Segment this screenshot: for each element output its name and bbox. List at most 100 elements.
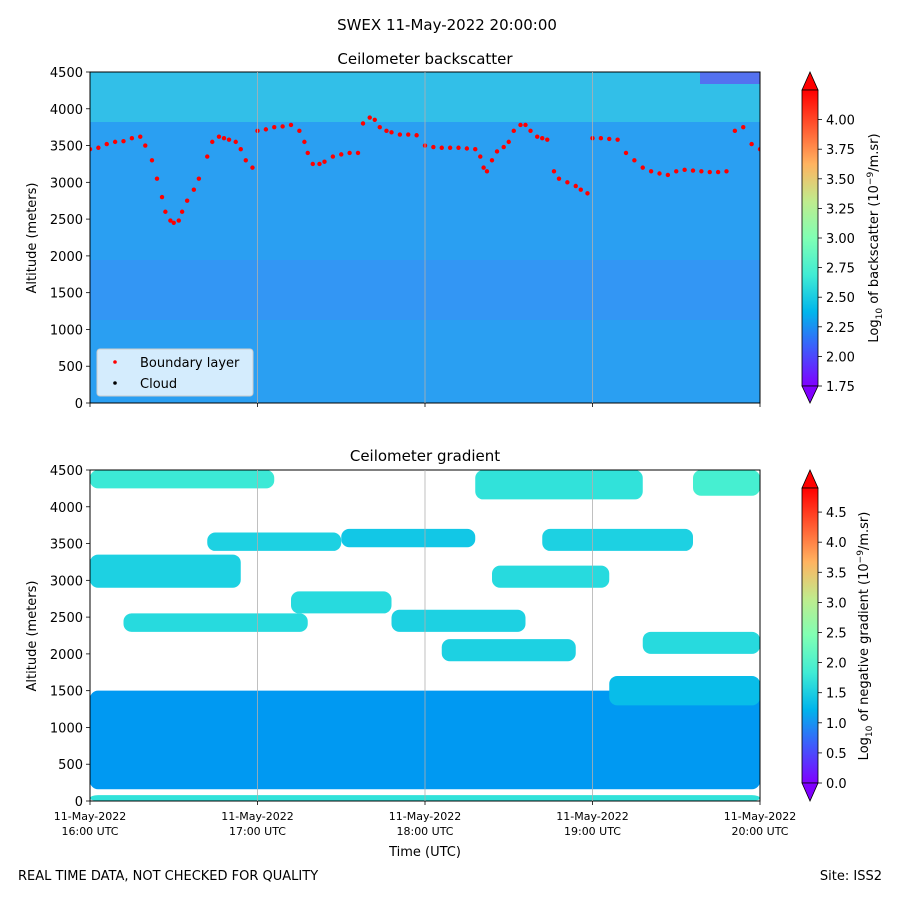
gradient-y-axis: 0 500 1000 1500 2000 2500 3000 3500 4000 4500 — [50, 464, 90, 810]
boundary-layer-point — [389, 130, 394, 135]
boundary-layer-point — [149, 158, 155, 163]
legend-box — [96, 348, 254, 397]
legend-cloud-marker — [113, 381, 117, 385]
x-tick-time: 19:00 UTC — [564, 825, 621, 838]
colorbar-extend-bottom — [801, 385, 819, 404]
boundary-layer-point — [243, 158, 248, 163]
backscatter-colorbar-label: Log10 of backscatter (10−9/m.sr) — [866, 133, 885, 342]
colorbar-tick-label: 3.00 — [826, 232, 855, 247]
boundary-layer-point — [494, 149, 500, 154]
y-tick-label: 4500 — [50, 464, 83, 479]
x-tick-date: 11-May-2022 — [724, 810, 796, 823]
boundary-layer-point — [367, 115, 372, 120]
backscatter-y-axis: 0 500 1000 1500 2000 2500 3000 3500 4000 4500 — [50, 66, 90, 412]
colorbar-tick-label: 3.0 — [826, 596, 847, 611]
boundary-layer-point — [674, 169, 679, 174]
x-tick-date: 11-May-2022 — [221, 810, 293, 823]
boundary-layer-point — [112, 139, 118, 145]
boundary-layer-point — [176, 218, 181, 223]
legend-cloud-label: Cloud — [140, 377, 177, 392]
boundary-layer-point — [233, 139, 238, 145]
legend-boundary-layer-marker — [113, 360, 117, 364]
boundary-layer-point — [615, 137, 620, 142]
colorbar-tick-label: 3.5 — [826, 566, 847, 581]
gradient-colorbar: 4.5 4.0 3.5 3.0 2.5 2.0 1.5 1.0 0.5 0.0 Log10 of … — [801, 469, 875, 802]
boundary-layer-point — [749, 141, 754, 147]
gradient-panel: Ceilometer gradient 0 500 1000 1500 2000 2500… — [25, 447, 875, 838]
gradient-layer — [609, 675, 760, 706]
boundary-layer-point — [523, 122, 528, 128]
boundary-layer-point — [297, 128, 302, 134]
boundary-layer-point — [732, 128, 738, 134]
boundary-layer-point — [226, 137, 232, 142]
boundary-layer-point — [585, 191, 590, 196]
colorbar-tick-label: 2.25 — [826, 321, 855, 336]
y-tick-label: 3000 — [50, 176, 83, 191]
boundary-layer-point — [511, 128, 516, 134]
boundary-layer-point — [317, 161, 322, 167]
boundary-layer-point — [250, 165, 255, 170]
boundary-layer-point — [741, 124, 746, 130]
boundary-layer-points — [90, 115, 760, 225]
boundary-layer-point — [347, 150, 352, 156]
boundary-layer-point — [216, 134, 222, 139]
boundary-layer-point — [360, 121, 366, 126]
backscatter-y-label: Altitude (meters) — [25, 183, 40, 294]
y-tick-label: 1500 — [50, 685, 83, 700]
y-tick-label: 0 — [75, 795, 83, 810]
backscatter-top-noise — [700, 72, 760, 84]
boundary-layer-point — [724, 169, 729, 174]
legend: Boundary layer Cloud — [96, 348, 254, 397]
colorbar-extend-bottom — [801, 782, 819, 802]
x-tick-date: 11-May-2022 — [556, 810, 628, 823]
colorbar-tick-label: 0.5 — [826, 747, 847, 762]
colorbar-tick-label: 2.00 — [826, 350, 855, 365]
x-tick-date: 11-May-2022 — [389, 810, 461, 823]
x-tick-date: 11-May-2022 — [54, 810, 126, 823]
colorbar-extend-top — [801, 71, 819, 91]
colorbar-tick-label: 0.0 — [826, 777, 847, 792]
boundary-layer-point — [129, 136, 135, 141]
boundary-layer-point — [196, 176, 202, 181]
colorbar-tick-label: 2.50 — [826, 291, 855, 306]
boundary-layer-point — [657, 171, 662, 176]
boundary-layer-point — [690, 168, 696, 173]
colorbar-tick-label: 1.5 — [826, 687, 847, 702]
gradient-layer — [441, 639, 576, 662]
colorbar-tick-label: 2.5 — [826, 626, 847, 641]
boundary-layer-point — [682, 167, 687, 173]
backscatter-colorbar: 4.00 3.75 3.50 3.25 3.00 2.75 2.50 2.25 2.00 1.75… — [801, 71, 885, 404]
colorbar-gradient — [801, 89, 819, 387]
boundary-layer-point — [322, 159, 327, 164]
backscatter-title: Ceilometer backscatter — [337, 50, 513, 68]
gradient-layer — [542, 528, 693, 551]
boundary-layer-point — [707, 169, 712, 175]
boundary-layer-point — [90, 147, 93, 152]
boundary-layer-point — [607, 136, 612, 142]
boundary-layer-point — [699, 169, 704, 174]
gradient-colorbar-label: Log10 of negative gradient (10−9/m.sr) — [856, 512, 875, 761]
colorbar-tick-label: 4.5 — [826, 506, 847, 521]
boundary-layer-point — [640, 165, 645, 170]
colorbar-tick-label: 2.75 — [826, 262, 855, 277]
y-tick-label: 0 — [75, 397, 83, 412]
boundary-layer-point — [372, 117, 377, 123]
boundary-layer-point — [598, 136, 604, 141]
x-tick-time: 18:00 UTC — [396, 825, 453, 838]
boundary-layer-point — [288, 122, 294, 128]
boundary-layer-point — [431, 144, 436, 150]
y-tick-label: 1000 — [50, 323, 83, 338]
gradient-layer — [90, 554, 241, 588]
y-tick-label: 2500 — [50, 611, 83, 626]
boundary-layer-point — [573, 183, 578, 189]
boundary-layer-point — [330, 154, 336, 159]
y-tick-label: 1000 — [50, 721, 83, 736]
boundary-layer-point — [447, 145, 453, 150]
backscatter-x-ticks — [89, 403, 761, 407]
footer-disclaimer: REAL TIME DATA, NOT CHECKED FOR QUALITY — [18, 869, 319, 884]
y-tick-label: 500 — [58, 758, 83, 773]
figure-title: SWEX 11-May-2022 20:00:00 — [337, 16, 557, 34]
colorbar-gradient — [801, 487, 819, 784]
backscatter-panel: Ceilometer backscatter 0 500 1000 1500 2000 2… — [25, 50, 885, 412]
gradient-x-ticks: 11-May-2022 16:00 UTC 11-May-2022 17:00 UTC… — [54, 801, 796, 838]
